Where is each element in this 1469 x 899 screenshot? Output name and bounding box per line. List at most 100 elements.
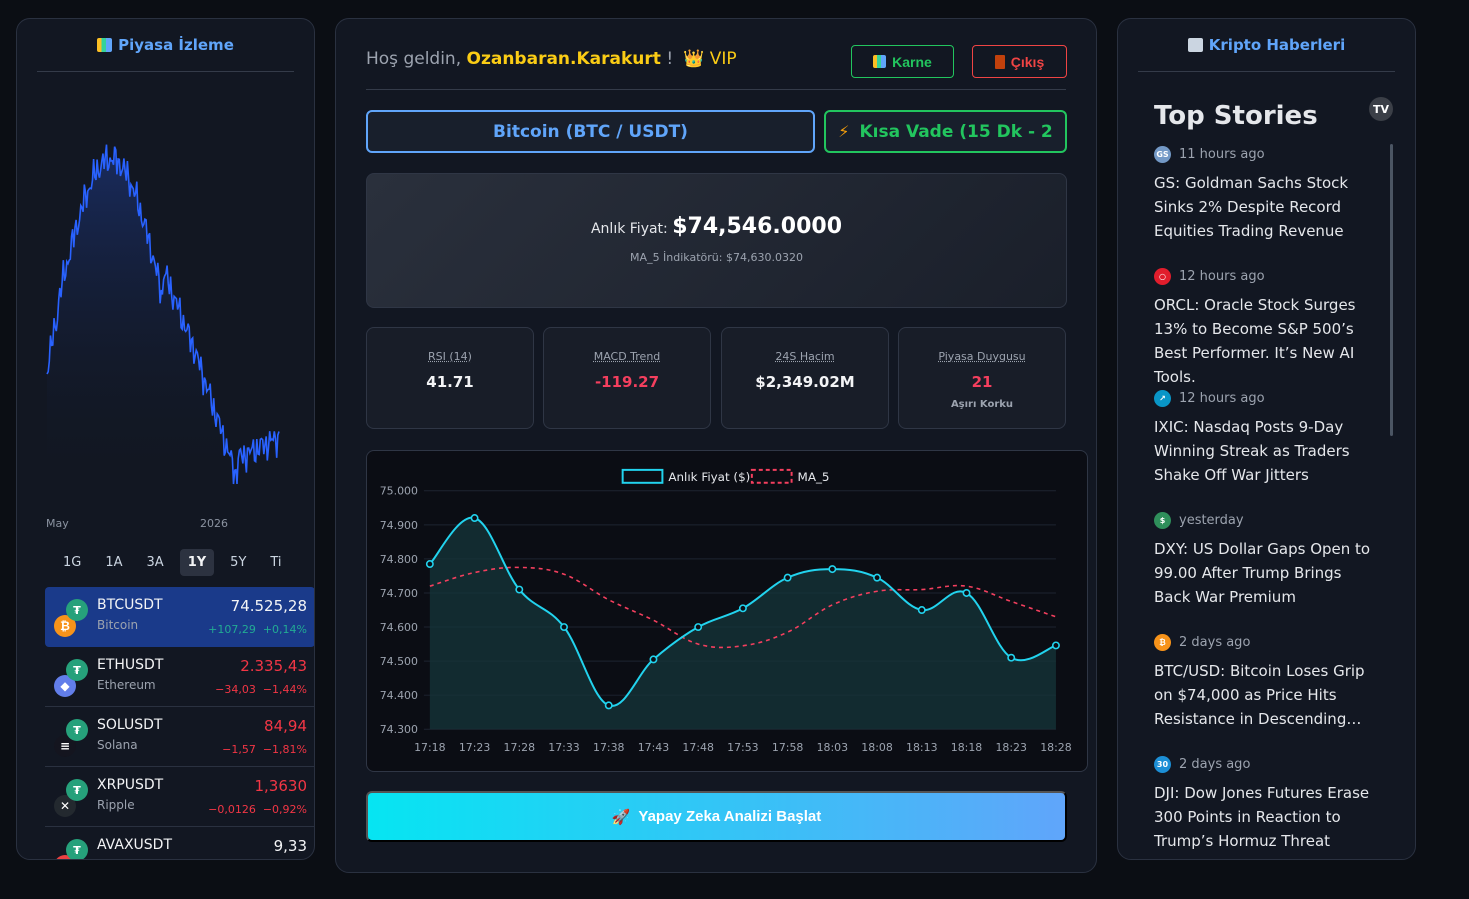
legend-label-price: Anlık Fiyat ($) bbox=[668, 470, 750, 484]
crypto-news-panel: Kripto Haberleri Top Stories TV GS 11 hou… bbox=[1117, 18, 1416, 860]
tradingview-logo-icon[interactable]: TV bbox=[1369, 97, 1393, 121]
watchlist-price: 1,3630 bbox=[254, 777, 308, 795]
stat-value: -119.27 bbox=[594, 373, 660, 391]
chart-bars-icon bbox=[873, 55, 887, 68]
bitcoin-icon: ₿ bbox=[54, 615, 76, 637]
price-point bbox=[694, 623, 703, 632]
stat-card-macd: MACD Trend -119.27 bbox=[543, 327, 711, 429]
chart-bars-icon bbox=[97, 38, 113, 52]
chart-legend: Anlık Fiyat ($) MA_5 bbox=[621, 468, 830, 484]
range-tab-5y[interactable]: 5Y bbox=[230, 554, 247, 570]
tether-icon: ₮ bbox=[66, 599, 88, 621]
news-scrollbar[interactable] bbox=[1390, 144, 1393, 436]
news-title: Kripto Haberleri bbox=[1208, 36, 1346, 54]
y-tick-label: 74.700 bbox=[380, 587, 418, 600]
mini-chart-line bbox=[46, 144, 280, 485]
watchlist-change-pct: +0,14% bbox=[262, 623, 307, 636]
timeframe-selector[interactable]: ⚡ Kısa Vade (15 Dk - 2 bbox=[824, 110, 1067, 153]
range-tab-1a[interactable]: 1A bbox=[105, 554, 123, 570]
x-tick-label: 17:28 bbox=[504, 741, 536, 754]
watchlist-name: Bitcoin bbox=[97, 618, 139, 632]
story-meta: $ yesterday bbox=[1154, 511, 1382, 529]
mini-chart-x-tick: May bbox=[46, 517, 69, 530]
live-price-value: $74,546.0000 bbox=[672, 214, 843, 239]
y-axis: 75.000 74.900 74.800 74.700 74.600 74.500 74.4… bbox=[380, 485, 418, 737]
top-stories-heading: Top Stories bbox=[1154, 101, 1318, 131]
x-tick-label: 18:28 bbox=[1040, 741, 1072, 754]
price-chart[interactable]: 75.000 74.900 74.800 74.700 74.600 74.500 74.4… bbox=[366, 450, 1088, 772]
y-tick-label: 74.600 bbox=[380, 621, 418, 634]
nasdaq-icon: ↗ bbox=[1154, 389, 1171, 407]
timeframe-selector-label: Kısa Vade (15 Dk - 2 bbox=[859, 121, 1053, 142]
range-tab-3a[interactable]: 3A bbox=[146, 554, 164, 570]
price-point bbox=[1007, 653, 1016, 662]
tether-icon: ₮ bbox=[66, 659, 88, 681]
legend-label-ma5: MA_5 bbox=[798, 470, 830, 484]
live-price-line: Anlık Fiyat: $74,546.0000 bbox=[367, 214, 1066, 239]
range-tab-1g[interactable]: 1G bbox=[63, 554, 82, 570]
greeting: Hoş geldin, Ozanbaran.Karakurt ! 👑 VIP bbox=[366, 49, 737, 69]
watchlist-change: −1,57 −1,81% bbox=[222, 743, 307, 756]
market-watch-title: Piyasa İzleme bbox=[118, 36, 234, 54]
watchlist-row-xrpusdt[interactable]: ✕ ₮ XRPUSDT Ripple 1,3630 −0,0126 −0,92% bbox=[45, 767, 314, 827]
x-tick-label: 18:23 bbox=[995, 741, 1027, 754]
watchlist-price: 2.335,43 bbox=[240, 657, 307, 675]
watchlist-row-ethusdt[interactable]: ◆ ₮ ETHUSDT Ethereum 2.335,43 −34,03 −1,44% bbox=[45, 647, 314, 707]
watchlist-change-pct: −1,44% bbox=[262, 683, 307, 696]
news-story[interactable]: ₿ 2 days ago BTC/USD: Bitcoin Loses Grip o… bbox=[1154, 633, 1382, 731]
news-story[interactable]: GS 11 hours ago GS: Goldman Sachs Stock Si… bbox=[1154, 145, 1382, 243]
mini-chart-area bbox=[47, 144, 279, 489]
watchlist-change-abs: −1,57 bbox=[222, 743, 256, 756]
news-story[interactable]: ↗ 12 hours ago IXIC: Nasdaq Posts 9-Day Wi… bbox=[1154, 389, 1382, 487]
rocket-icon: 🚀 bbox=[611, 808, 631, 826]
price-point bbox=[828, 565, 837, 574]
news-story[interactable]: 30 2 days ago DJI: Dow Jones Futures Erase… bbox=[1154, 755, 1382, 853]
watchlist-change: −34,03 −1,44% bbox=[215, 683, 307, 696]
ethereum-icon: ◆ bbox=[54, 675, 76, 697]
x-tick-label: 17:38 bbox=[593, 741, 625, 754]
greeting-text: Hoş geldin, bbox=[366, 49, 467, 69]
price-card: Anlık Fiyat: $74,546.0000 MA_5 İndikatör… bbox=[366, 173, 1067, 308]
news-story[interactable]: ○ 12 hours ago ORCL: Oracle Stock Surges 1… bbox=[1154, 267, 1382, 389]
watchlist-price: 9,33 bbox=[273, 837, 307, 855]
y-tick-label: 74.900 bbox=[380, 519, 418, 532]
report-card-button[interactable]: Karne bbox=[851, 45, 954, 78]
asset-selector[interactable]: Bitcoin (BTC / USDT) bbox=[366, 110, 815, 153]
tether-icon: ₮ bbox=[66, 719, 88, 741]
price-point bbox=[783, 573, 792, 582]
watchlist-row-solusdt[interactable]: ≡ ₮ SOLUSDT Solana 84,94 −1,57 −1,81% bbox=[45, 707, 314, 767]
x-tick-label: 17:18 bbox=[414, 741, 446, 754]
greeting-exclaim: ! bbox=[660, 49, 674, 69]
watchlist-row-btcusdt[interactable]: ₿ ₮ BTCUSDT Bitcoin 74.525,28 +107,29 +0,14% bbox=[45, 587, 314, 647]
start-ai-analysis-button[interactable]: 🚀 Yapay Zeka Analizi Başlat bbox=[366, 791, 1067, 842]
story-time: 2 days ago bbox=[1179, 756, 1251, 772]
range-tab-1y[interactable]: 1Y bbox=[179, 548, 215, 576]
story-time: 2 days ago bbox=[1179, 634, 1251, 650]
mini-price-chart[interactable] bbox=[45, 89, 315, 489]
price-area bbox=[429, 517, 1056, 730]
solana-icon: ≡ bbox=[54, 735, 76, 757]
mini-chart-x-tick: 2026 bbox=[200, 517, 228, 530]
x-tick-label: 17:43 bbox=[638, 741, 670, 754]
y-tick-label: 75.000 bbox=[380, 485, 418, 498]
watchlist-symbol: ETHUSDT bbox=[97, 657, 164, 673]
watchlist-symbol: BTCUSDT bbox=[97, 597, 163, 613]
price-points bbox=[425, 514, 1060, 710]
lightning-icon: ⚡ bbox=[838, 122, 850, 141]
news-header: Kripto Haberleri bbox=[1138, 19, 1395, 72]
bitcoin-icon: ₿ bbox=[1154, 633, 1171, 651]
story-meta: GS 11 hours ago bbox=[1154, 145, 1382, 163]
news-story[interactable]: $ yesterday DXY: US Dollar Gaps Open to 99… bbox=[1154, 511, 1382, 609]
story-meta: 30 2 days ago bbox=[1154, 755, 1382, 773]
legend-swatch-price bbox=[621, 468, 664, 484]
x-tick-label: 18:03 bbox=[817, 741, 849, 754]
story-time: 12 hours ago bbox=[1179, 268, 1265, 284]
goldman-icon: GS bbox=[1154, 145, 1171, 163]
logout-button[interactable]: Çıkış bbox=[972, 45, 1067, 78]
stat-label: RSI (14) bbox=[428, 350, 472, 363]
stat-value: $2,349.02M bbox=[755, 373, 855, 391]
watchlist-change-pct: −0,92% bbox=[262, 803, 307, 816]
range-tab-ti[interactable]: Ti bbox=[270, 554, 282, 570]
watchlist-row-avaxusdt[interactable]: ▲₮ AVAXUSDT 9,33 bbox=[45, 827, 314, 859]
tether-icon: ₮ bbox=[66, 839, 88, 859]
